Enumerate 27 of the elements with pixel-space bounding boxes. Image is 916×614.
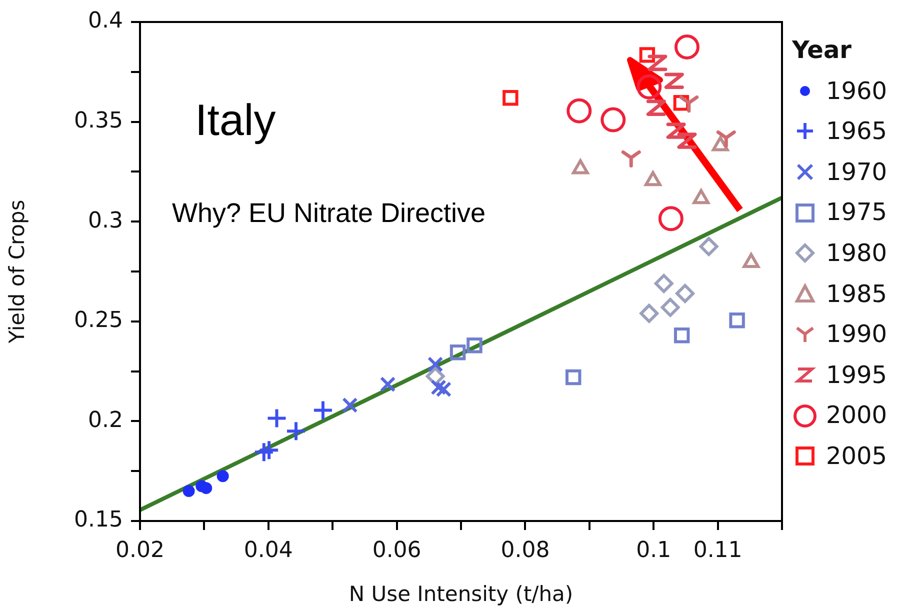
legend-label: 1960 <box>826 76 888 107</box>
x-tick-label: 0.06 <box>372 538 422 563</box>
x-tick-label: 0.1 <box>636 538 672 563</box>
x-axis-title: N Use Intensity (t/ha) <box>348 582 574 606</box>
legend-label: 1995 <box>826 360 888 391</box>
legend-label: 1980 <box>826 238 888 269</box>
legend-label: 2005 <box>826 440 888 472</box>
x-tick-label: 0.04 <box>244 538 293 563</box>
legend-label: 1990 <box>826 319 888 350</box>
x-tick-label: 0.11 <box>693 538 742 563</box>
y-axis-title: Yield of Crops <box>5 200 30 344</box>
legend-label: 1970 <box>826 156 888 188</box>
y-tick-label: 0.15 <box>74 508 123 533</box>
annotation: Italy <box>195 96 276 145</box>
x-tick-label: 0.08 <box>500 538 550 563</box>
y-tick-label: 0.35 <box>74 108 123 134</box>
y-tick-label: 0.3 <box>88 208 123 234</box>
legend-label: 1985 <box>826 278 888 310</box>
legend-label: 1975 <box>826 197 888 228</box>
legend-label: 1965 <box>826 116 888 148</box>
y-tick-label: 0.4 <box>88 8 123 34</box>
y-tick-label: 0.2 <box>88 408 123 433</box>
legend-title: Year <box>792 35 852 66</box>
x-tick-label: 0.02 <box>116 538 164 563</box>
annotation: Why? EU Nitrate Directive <box>172 198 486 228</box>
legend-label: 2000 <box>826 400 888 432</box>
y-tick-label: 0.25 <box>74 308 123 334</box>
